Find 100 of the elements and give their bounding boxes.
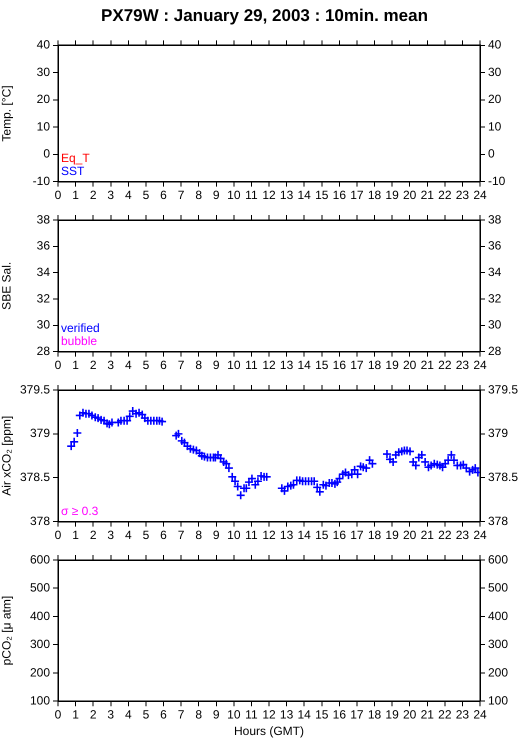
x-tick-label: 15 (315, 708, 329, 722)
y-tick-label: 379.5 (20, 382, 50, 396)
x-tick-label: 22 (438, 188, 452, 202)
x-tick-label: 23 (456, 358, 470, 372)
x-tick-label: 15 (315, 528, 329, 542)
x-tick-label: 12 (262, 528, 276, 542)
x-tick-label: 14 (297, 528, 312, 542)
y-tick-label: 30 (36, 318, 50, 332)
x-tick-label: 2 (90, 708, 97, 722)
y-tick-label: 378 (30, 514, 50, 528)
x-tick-label: 24 (473, 528, 487, 542)
x-tick-label: 10 (227, 708, 241, 722)
x-tick-label: 7 (178, 708, 185, 722)
y-axis-title: pCO₂ [μ atm] (0, 596, 14, 666)
x-tick-label: 10 (227, 188, 241, 202)
x-tick-label: 16 (332, 708, 346, 722)
x-tick-label: 23 (456, 708, 470, 722)
x-tick-label: 14 (297, 358, 312, 372)
x-tick-label: 6 (160, 528, 168, 542)
x-tick-label: 1 (72, 188, 80, 202)
x-tick-label: 23 (456, 528, 470, 542)
x-tick-label: 4 (124, 708, 132, 722)
x-tick-label: 13 (280, 358, 294, 372)
legend-label: verified (61, 320, 100, 335)
y-tick-label: 34 (36, 264, 50, 279)
y2-tick-label: 28 (488, 344, 502, 358)
x-tick-label: 1 (72, 528, 80, 542)
legend-label: Eq_T (61, 150, 90, 165)
x-tick-label: 21 (420, 708, 434, 722)
x-tick-label: 2 (90, 528, 97, 542)
x-tick-label: 0 (54, 708, 62, 722)
x-tick-label: 8 (195, 528, 202, 542)
x-tick-label: 13 (280, 708, 294, 722)
y-tick-label: 40 (36, 38, 50, 52)
y2-tick-label: 20 (488, 92, 502, 106)
y2-tick-label: 379 (488, 426, 508, 440)
x-tick-label: 2 (90, 358, 97, 372)
y-tick-label: 38 (36, 212, 50, 226)
x-tick-label: 6 (160, 188, 168, 202)
x-tick-label: 22 (438, 708, 452, 722)
x-tick-label: 4 (124, 188, 132, 202)
y-axis-title: Air xCO₂ [ppm] (0, 416, 14, 496)
x-tick-label: 20 (402, 708, 417, 722)
x-tick-label: 6 (160, 708, 168, 722)
x-tick-label: 3 (107, 528, 114, 542)
y2-tick-label: 378 (488, 514, 508, 528)
x-tick-label: 5 (142, 358, 150, 372)
x-tick-label: 0 (54, 188, 62, 202)
x-tick-label: 12 (262, 358, 276, 372)
x-tick-label: 12 (262, 188, 276, 202)
y2-tick-label: 400 (488, 608, 508, 623)
x-axis-title: Hours (GMT) (234, 724, 304, 738)
x-tick-label: 18 (368, 528, 382, 542)
legend-label: bubble (61, 334, 98, 348)
y2-tick-label: 38 (488, 212, 502, 226)
y2-tick-label: 0 (488, 146, 495, 161)
x-tick-label: 18 (368, 358, 382, 372)
chart-title: PX79W : January 29, 2003 : 10min. mean (101, 6, 428, 25)
x-tick-label: 9 (212, 708, 220, 722)
x-tick-label: 16 (332, 188, 346, 202)
y-axis-title: Temp. [°C] (0, 85, 14, 142)
y-tick-label: 200 (30, 665, 50, 680)
y-tick-label: 379 (30, 426, 50, 440)
y-tick-label: 300 (30, 637, 50, 652)
y-tick-label: 400 (30, 608, 50, 623)
x-tick-label: 3 (107, 188, 114, 202)
x-tick-label: 11 (245, 188, 258, 202)
x-tick-label: 5 (142, 188, 150, 202)
legend-label: σ ≥ 0.3 (61, 504, 99, 518)
y-tick-label: 28 (36, 344, 50, 358)
x-tick-label: 24 (473, 708, 487, 722)
x-tick-label: 10 (227, 358, 241, 372)
x-tick-label: 19 (385, 528, 400, 542)
y2-tick-label: 30 (488, 318, 502, 332)
y2-tick-label: 378.5 (488, 470, 518, 484)
x-tick-label: 21 (420, 358, 434, 372)
x-tick-label: 24 (473, 358, 487, 372)
x-tick-label: 18 (368, 708, 382, 722)
y-axis-title: SBE Sal. (0, 262, 14, 310)
y-tick-label: 378.5 (20, 470, 50, 484)
x-tick-label: 7 (178, 358, 185, 372)
x-tick-label: 17 (350, 528, 364, 542)
y-tick-label: 20 (36, 92, 50, 106)
y2-tick-label: 40 (488, 38, 502, 52)
y-tick-label: 0 (43, 146, 50, 161)
x-tick-label: 1 (72, 708, 80, 722)
x-tick-label: 19 (385, 708, 400, 722)
x-tick-label: 13 (280, 528, 294, 542)
x-tick-label: 6 (160, 358, 168, 372)
y2-tick-label: 36 (488, 238, 502, 253)
x-tick-label: 16 (332, 528, 346, 542)
x-tick-label: 10 (227, 528, 241, 542)
x-tick-label: 17 (350, 188, 364, 202)
x-tick-label: 21 (420, 528, 434, 542)
y2-tick-label: 30 (488, 64, 502, 79)
x-tick-label: 5 (142, 528, 150, 542)
x-tick-label: 8 (195, 708, 202, 722)
x-tick-label: 2 (90, 188, 97, 202)
x-tick-label: 7 (178, 188, 185, 202)
legend-label: SST (61, 164, 86, 178)
